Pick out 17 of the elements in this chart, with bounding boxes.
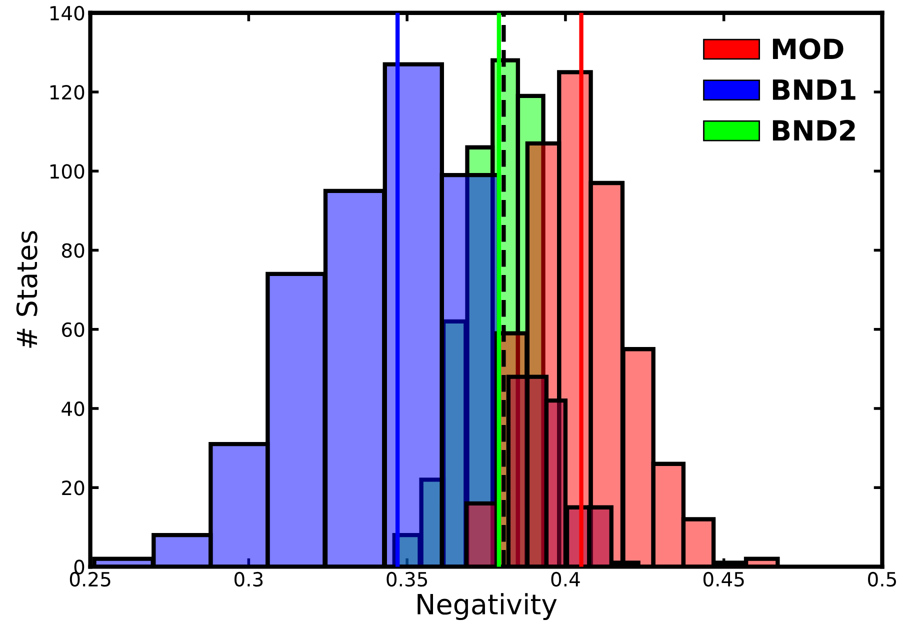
y-tick-label: 20 — [62, 480, 84, 496]
legend-label: MOD — [772, 38, 844, 60]
x-tick-label: 0.45 — [703, 572, 744, 587]
y-tick-label: 100 — [50, 164, 84, 179]
y-tick-label: 120 — [50, 84, 84, 100]
legend-label: BND2 — [772, 120, 855, 141]
x-tick-label: 0.5 — [868, 572, 896, 587]
y-tick-label: 140 — [50, 6, 84, 21]
x-tick-label: 0.4 — [551, 572, 580, 587]
legend-label: BND1 — [772, 80, 856, 100]
x-axis-title: Negativity — [418, 593, 557, 620]
x-tick-label: 0.3 — [234, 572, 263, 587]
y-axis-title: # States — [16, 231, 38, 348]
y-tick-label: 80 — [62, 243, 84, 258]
x-tick-label: 0.35 — [386, 572, 428, 587]
y-tick-label: 40 — [62, 401, 84, 416]
y-tick-label: 60 — [62, 322, 84, 338]
